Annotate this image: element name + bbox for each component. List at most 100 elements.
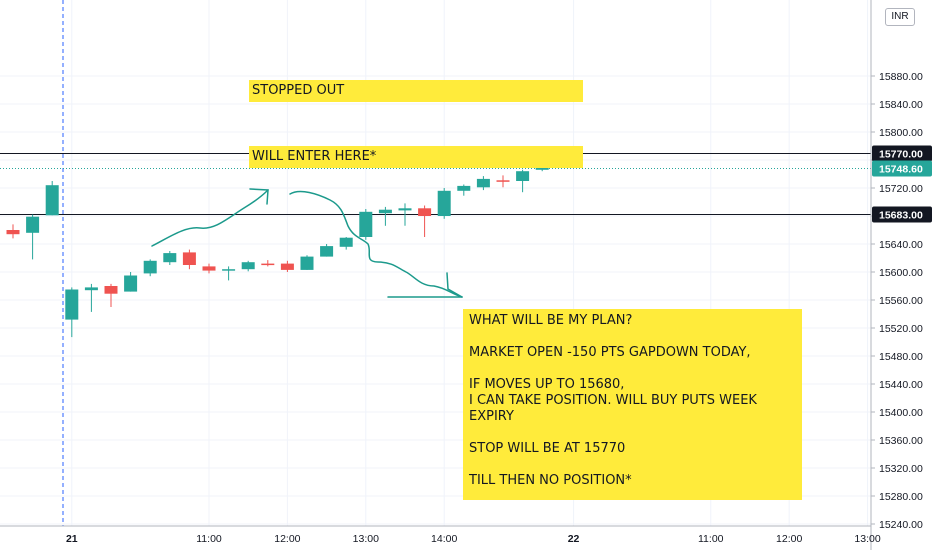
price-tick-label: 15840.00: [879, 99, 923, 111]
candle-body: [222, 269, 236, 271]
candle-body: [182, 252, 196, 265]
candle: [182, 249, 196, 270]
plan-line: STOP WILL BE AT 15770: [469, 441, 626, 456]
horizontal-line-label: 15770.00: [879, 149, 923, 161]
will-enter-note[interactable]: WILL ENTER HERE*: [249, 146, 583, 168]
downward-curve-stroke: [289, 190, 463, 298]
time-tick-label: 22: [568, 533, 580, 545]
plan-line: MARKET OPEN -150 PTS GAPDOWN TODAY,: [469, 345, 751, 360]
candle: [104, 283, 118, 307]
candle: [516, 169, 530, 193]
last-price-label-bg: [872, 160, 932, 177]
time-tick-label: 12:00: [776, 533, 802, 545]
plan-line: [469, 425, 796, 441]
horizontal-line-label-bg: [872, 206, 932, 223]
downward-arrow-head: [446, 272, 463, 298]
price-tick-label: 15400.00: [879, 407, 923, 419]
candle: [300, 255, 314, 270]
price-line-labels: 15770.00 15683.00 15748.60: [872, 145, 932, 223]
price-tick-label: 15520.00: [879, 323, 923, 335]
candle: [359, 209, 373, 240]
time-tick-label: 14:00: [431, 533, 457, 545]
price-tick-label: 15280.00: [879, 491, 923, 503]
plan-line: IF MOVES UP TO 15680,: [469, 377, 625, 392]
will-enter-label: WILL ENTER HERE*: [252, 149, 377, 164]
candle: [124, 272, 138, 292]
candle-body: [457, 185, 471, 191]
candle: [163, 251, 177, 265]
candle: [26, 214, 40, 260]
candle-body: [280, 263, 294, 270]
candle: [84, 283, 98, 312]
price-tick-label: 15480.00: [879, 351, 923, 363]
candlestick-series: [6, 160, 549, 338]
candle: [378, 206, 392, 226]
candle: [457, 184, 471, 196]
plan-line: [469, 329, 796, 345]
candle: [143, 259, 157, 277]
candle-body: [104, 286, 118, 294]
candle-body: [496, 180, 510, 182]
time-tick-label: 13:00: [353, 533, 379, 545]
price-tick-label: 15440.00: [879, 379, 923, 391]
plan-line: [469, 361, 796, 377]
candle-body: [339, 237, 353, 247]
horizontal-line-label-bg: [872, 145, 932, 162]
price-tick-label: 15240.00: [879, 519, 923, 531]
upward-arrow-stroke: [151, 189, 269, 247]
candle: [202, 263, 216, 274]
plan-line: TILL THEN NO POSITION*: [469, 473, 632, 488]
time-tick-label: 13:00: [854, 533, 880, 545]
candle-body: [26, 216, 40, 233]
candle-body: [437, 190, 451, 216]
stopped-out-note[interactable]: STOPPED OUT: [249, 80, 583, 102]
candle-body: [6, 230, 20, 235]
candle-body: [163, 253, 177, 263]
plan-line: [469, 457, 796, 473]
candle: [398, 203, 412, 226]
candle-body: [476, 178, 490, 188]
plan-line: I CAN TAKE POSITION. WILL BUY PUTS WEEK: [469, 393, 757, 408]
candle: [280, 260, 294, 272]
candle-body: [398, 208, 412, 211]
candle-body: [535, 167, 549, 170]
candle-body: [359, 211, 373, 237]
candle: [496, 175, 510, 188]
currency-badge[interactable]: INR: [885, 8, 915, 26]
candle: [65, 287, 79, 338]
candle-body: [124, 275, 138, 292]
horizontal-line-label: 15683.00: [879, 210, 923, 222]
candle-body: [45, 185, 59, 216]
candle-body: [516, 171, 530, 181]
candle: [476, 176, 490, 191]
hand-drawn-arrows: [151, 188, 463, 298]
price-tick-label: 15600.00: [879, 267, 923, 279]
plan-note[interactable]: WHAT WILL BE MY PLAN? MARKET OPEN -150 P…: [463, 309, 802, 500]
candle-body: [84, 287, 98, 291]
time-axis[interactable]: 21 11:00 12:00 13:00 14:00 22 11:00 12:00 13:00: [0, 525, 881, 545]
candle-body: [202, 266, 216, 271]
candle: [222, 266, 236, 281]
candle-body: [320, 246, 334, 257]
candle: [339, 237, 353, 250]
candle-body: [300, 256, 314, 270]
candle: [320, 244, 334, 257]
time-tick-label: 12:00: [274, 533, 300, 545]
candle-body: [65, 289, 79, 320]
candle: [261, 260, 275, 267]
price-axis[interactable]: 15240.00 15280.00 15320.00 15360.00 15400.00…: [870, 0, 923, 550]
last-price-label: 15748.60: [879, 164, 923, 176]
price-tick-label: 15320.00: [879, 463, 923, 475]
candle: [437, 188, 451, 219]
upward-arrow-head: [249, 188, 269, 205]
time-tick-label: 21: [66, 533, 78, 545]
price-tick-label: 15880.00: [879, 71, 923, 83]
candle: [45, 181, 59, 216]
price-tick-label: 15360.00: [879, 435, 923, 447]
price-tick-label: 15640.00: [879, 239, 923, 251]
candle: [6, 224, 20, 239]
stopped-out-label: STOPPED OUT: [252, 83, 345, 98]
candle-body: [418, 208, 432, 216]
plan-line: WHAT WILL BE MY PLAN?: [469, 313, 633, 328]
price-tick-label: 15720.00: [879, 183, 923, 195]
